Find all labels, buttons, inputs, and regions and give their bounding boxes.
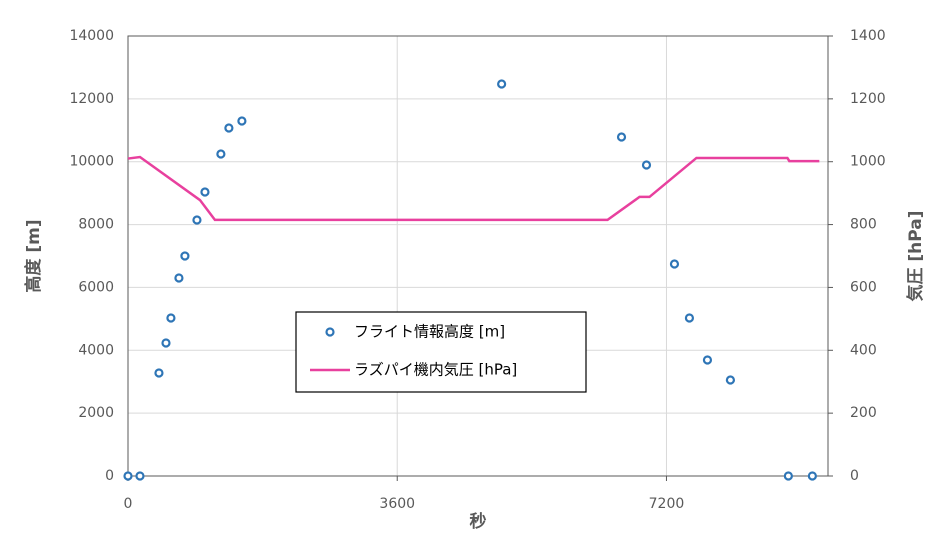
scatter-point [641,160,652,170]
scatter-point [616,132,627,142]
y2-tick-label: 0 [850,468,859,484]
x-tick-label: 0 [124,496,133,512]
scatter-point [174,273,184,283]
y2-tick-label: 200 [850,405,877,421]
scatter-point [200,187,210,197]
y-tick-label: 8000 [78,217,114,233]
scatter-point [702,355,713,365]
scatter-point [216,149,226,159]
y2-tick-label: 400 [850,342,877,358]
scatter-point [192,215,202,225]
scatter-point [237,116,247,126]
y-tick-label: 6000 [78,279,114,295]
legend-box [295,311,587,393]
scatter-point [497,79,507,89]
scatter-point [154,368,164,378]
scatter-point [807,471,817,481]
y-tick-label: 2000 [78,405,114,421]
y2-tick-label: 1200 [850,91,886,107]
y-tick-label: 10000 [69,154,114,170]
scatter-point [783,471,793,481]
y2-tick-label: 600 [850,279,877,295]
x-tick-label: 7200 [649,496,685,512]
y2-tick-label: 1400 [850,28,886,44]
x-tick-label: 3600 [379,496,415,512]
scatter-point [725,375,736,385]
scatter-point [166,313,176,323]
scatter-point [161,338,171,348]
y-tick-label: 12000 [69,91,114,107]
legend-marker [325,327,335,337]
scatter-point [123,471,133,481]
plot-border [127,35,829,477]
scatter-point [224,123,234,133]
line [127,155,820,222]
legend-label: ラズパイ機内気圧 [hPa] [354,361,517,379]
scatter-point [669,259,680,269]
scatter-point [135,471,145,481]
y2-tick-label: 800 [850,217,877,233]
x-axis-title: 秒 [470,511,487,532]
y2-axis-title: 気圧 [hPa] [905,210,926,302]
legend-label: フライト情報高度 [m] [354,323,505,341]
y-tick-label: 4000 [78,342,114,358]
y2-tick-label: 1000 [850,154,886,170]
y-tick-label: 14000 [69,28,114,44]
y-tick-label: 0 [105,468,114,484]
scatter-point [180,251,190,261]
y-axis-title: 高度 [m] [23,219,44,292]
scatter-point [684,313,695,323]
